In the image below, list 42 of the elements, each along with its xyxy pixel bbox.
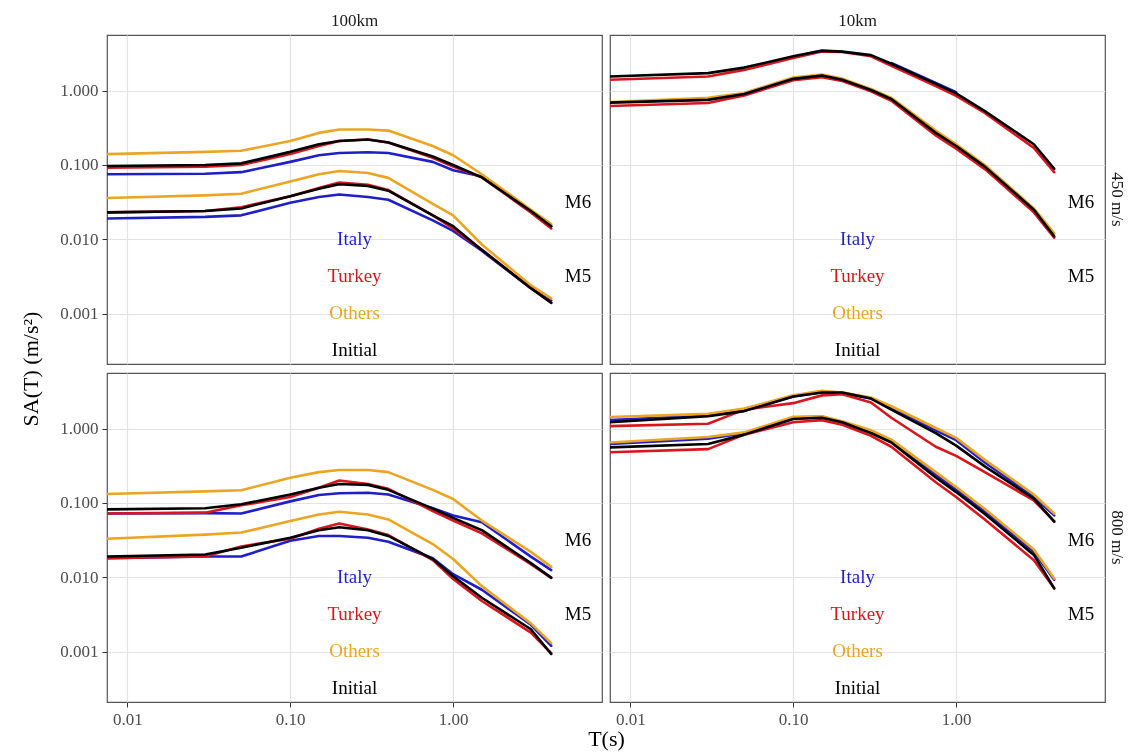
y2-axis-title: 800 m/s: [1108, 510, 1127, 565]
text: Italy: [337, 228, 373, 249]
annotation: M5: [1067, 603, 1095, 625]
text: Italy: [840, 228, 876, 249]
text: Turkey: [327, 603, 383, 624]
y-tick-label: 0.010: [60, 229, 99, 249]
annotation: M6: [564, 191, 592, 213]
text: Others: [329, 640, 380, 661]
x-tick-label: 1.00: [438, 709, 469, 729]
text: Initial: [834, 677, 881, 698]
annotation: M5: [1067, 265, 1095, 287]
text: Others: [832, 640, 883, 661]
annotation: M6: [1067, 191, 1095, 213]
text: Initial: [834, 339, 881, 360]
y-tick-label: 1.000: [60, 419, 99, 439]
x-tick-label: 0.10: [778, 709, 809, 729]
annotation: M5: [564, 265, 592, 287]
y-tick-label: 0.100: [60, 493, 99, 513]
chart-title: 10km: [838, 11, 877, 30]
y-tick-label: 0.001: [60, 642, 99, 662]
text: Italy: [337, 566, 373, 587]
text: Initial: [331, 677, 378, 698]
y-tick-label: 0.010: [60, 567, 99, 587]
y2-axis-title: 450 m/s: [1108, 172, 1127, 227]
text: Others: [329, 302, 380, 323]
y-axis-title: SA(T) (m/s²): [17, 311, 43, 427]
text: Italy: [840, 566, 876, 587]
text: Turkey: [830, 265, 886, 286]
annotation: M6: [1067, 529, 1095, 551]
text: Turkey: [327, 265, 383, 286]
y-tick-label: 1.000: [60, 81, 99, 101]
annotation: M5: [564, 603, 592, 625]
y-tick-label: 0.001: [60, 304, 99, 324]
text: Turkey: [830, 603, 886, 624]
y-tick-label: 0.100: [60, 155, 99, 175]
text: Others: [832, 302, 883, 323]
annotation: M6: [564, 529, 592, 551]
chart-title: 100km: [330, 11, 379, 30]
x-tick-label: 0.10: [275, 709, 306, 729]
x-tick-label: 1.00: [941, 709, 972, 729]
text: Initial: [331, 339, 378, 360]
x-tick-label: 0.01: [112, 709, 143, 729]
